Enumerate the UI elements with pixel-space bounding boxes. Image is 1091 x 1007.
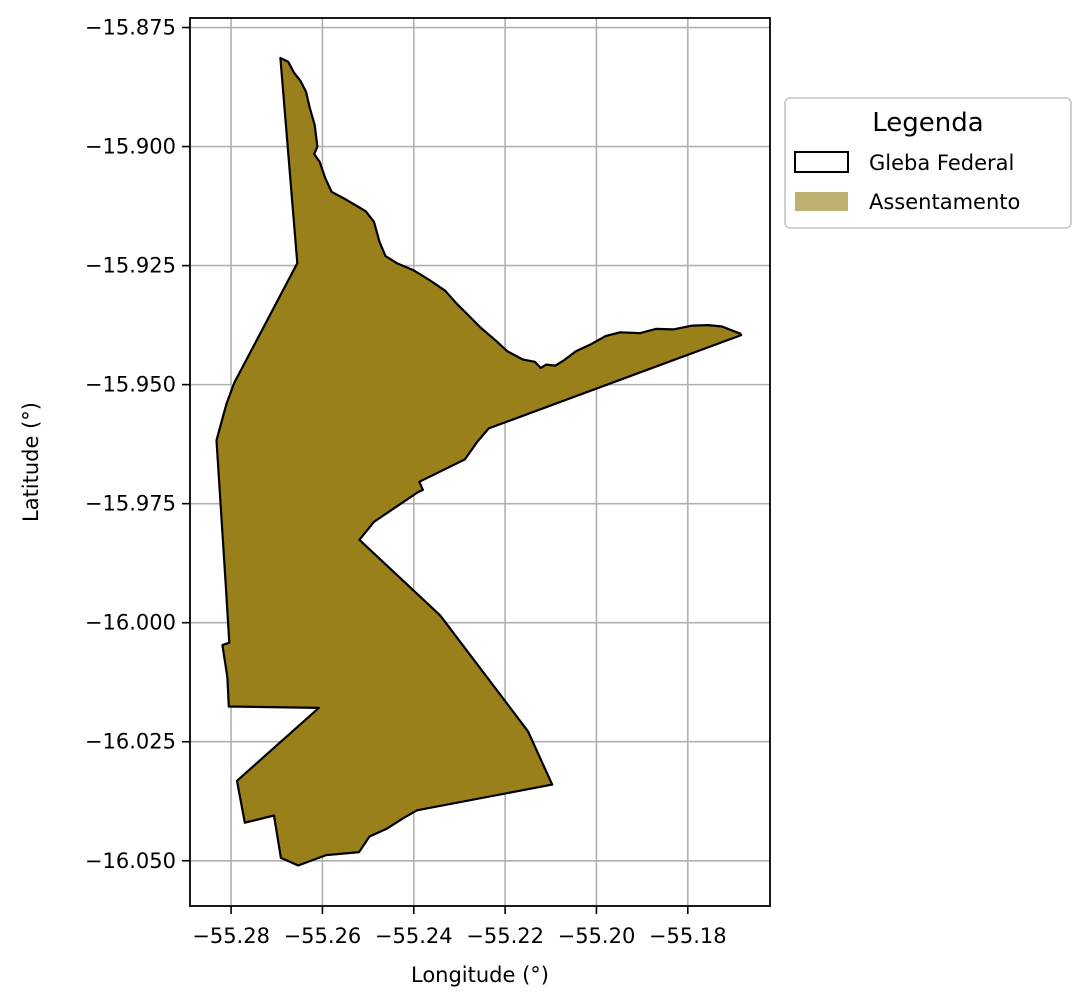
y-tick-label: −15.875 [85,16,176,40]
assentamento-area [215,56,743,867]
legend-label-gleba-federal: Gleba Federal [869,151,1014,175]
y-tick-label: −16.025 [85,730,176,754]
legend-title: Legenda [872,108,983,138]
legend-label-assentamento: Assentamento [869,190,1020,214]
x-tick-label: −55.26 [284,924,362,948]
y-tick-label: −15.900 [85,135,176,159]
y-axis-label: Latitude (°) [19,402,43,522]
x-tick-label: −55.18 [649,924,727,948]
x-tick-label: −55.24 [375,924,453,948]
y-tick-label: −16.050 [85,849,176,873]
y-tick-label: −16.000 [85,611,176,635]
x-tick-label: −55.22 [466,924,544,948]
x-axis-ticks: −55.28 −55.26 −55.24 −55.22 −55.20 −55.18 [192,906,727,948]
x-tick-label: −55.28 [192,924,270,948]
y-axis-ticks: −15.875 −15.900 −15.925 −15.950 −15.975 −16.0… [85,16,190,873]
legend-box [784,97,1072,229]
y-tick-label: −15.975 [85,492,176,516]
plot-frame [189,17,771,907]
y-tick-label: −15.950 [85,373,176,397]
y-tick-label: −15.925 [85,254,176,278]
legend-swatch-gleba-federal [794,151,849,173]
legend-swatch-assentamento [795,192,848,211]
x-axis-label: Longitude (°) [411,963,549,987]
legend: Legenda Gleba Federal Assentamento [784,97,1072,229]
x-tick-label: −55.20 [558,924,636,948]
